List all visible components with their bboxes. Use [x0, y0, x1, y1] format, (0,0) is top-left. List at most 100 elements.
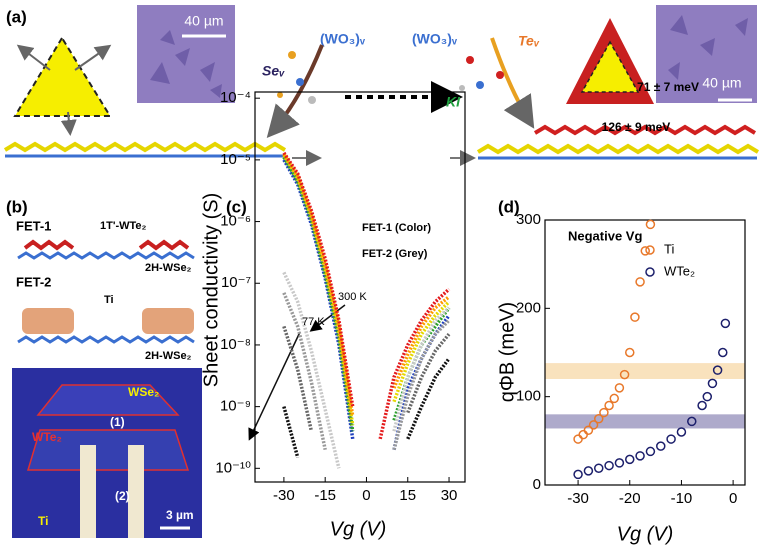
x-axis-label: Vg (V) [617, 523, 674, 545]
point [666, 434, 676, 444]
point [619, 369, 630, 380]
label: (WO₃)ᵥ [320, 31, 366, 47]
legend-marker [645, 245, 655, 255]
y-tick-label: 100 [516, 388, 541, 405]
point [573, 434, 583, 444]
x-tick-label: 15 [399, 487, 416, 504]
point [578, 429, 588, 440]
point [635, 277, 645, 287]
point [588, 420, 599, 430]
y-tick-label: 0 [533, 476, 541, 493]
band-label: 71 ± 7 meV [637, 80, 699, 94]
point [635, 451, 645, 461]
y-tick-label: 10⁻⁸ [220, 336, 251, 353]
point [583, 466, 594, 476]
plot-frame [254, 91, 466, 483]
panel-label: (a) [6, 7, 27, 26]
arrow [74, 44, 112, 71]
legend-marker [645, 267, 655, 277]
atom-chain [533, 124, 757, 136]
label: WSe₂ [128, 385, 159, 399]
point [625, 347, 635, 358]
series-line [282, 357, 451, 458]
x-tick-label: -15 [314, 487, 336, 504]
plot-frame [544, 219, 746, 486]
y-axis-label: Sheet conductivity (S) [200, 193, 222, 388]
point [687, 416, 697, 427]
label: (1) [110, 415, 125, 429]
micrograph [656, 5, 757, 103]
x-tick-label: -10 [671, 490, 693, 507]
annotation: FET-1 (Color) [362, 222, 431, 234]
point [599, 407, 609, 418]
series-line [282, 151, 451, 440]
label: 3 µm [166, 508, 194, 522]
label: 2H-WSe₂ [145, 262, 192, 274]
series-line [282, 325, 451, 432]
x-tick-label: 0 [362, 487, 370, 504]
y-tick-label: 10⁻⁴ [220, 89, 251, 106]
triangle [580, 40, 640, 93]
arrow [248, 331, 301, 441]
ti-contact [142, 308, 194, 334]
point [720, 318, 731, 329]
point [625, 454, 635, 465]
ti-contact [128, 445, 144, 538]
panel-label: (b) [6, 197, 28, 216]
point [630, 312, 640, 322]
annotation: 77 K [302, 316, 325, 328]
label: (2) [115, 489, 130, 503]
panel-label: (d) [498, 197, 520, 216]
point [614, 383, 625, 393]
panel-b: (b) FET-1 1T'-WTe₂ 2H-WSe₂ FET-2 Ti 2H-W… [6, 197, 202, 538]
label: 1T'-WTe₂ [100, 220, 147, 232]
y-tick-label: 10⁻⁹ [220, 398, 251, 415]
wse2-layer [17, 335, 195, 344]
point [702, 391, 713, 402]
series-line [282, 271, 451, 469]
y-tick-label: 200 [516, 299, 541, 316]
point [604, 400, 614, 411]
point [718, 347, 728, 358]
point [593, 463, 604, 473]
x-tick-label: 0 [729, 490, 737, 507]
wte2-layer [23, 239, 190, 251]
y-tick-label: 10⁻⁷ [221, 274, 251, 291]
arrow [16, 44, 51, 71]
molecules [277, 51, 316, 104]
point [604, 460, 614, 471]
molecules [459, 56, 504, 91]
wse2-layer [17, 251, 195, 260]
label: WTe₂ [32, 430, 62, 444]
curved-arrow [266, 44, 324, 139]
label: Teᵥ [518, 33, 540, 49]
label: 2H-WSe₂ [145, 350, 192, 362]
panel-a: (a) 40 µm Seᵥ (WO₃)ᵥ (WO₃)ᵥ Teᵥ KI 40 µm [3, 5, 760, 166]
band-label: 126 ± 9 meV [602, 120, 671, 134]
x-axis-label: Vg (V) [330, 518, 387, 540]
triangle [13, 36, 112, 117]
arrow [60, 111, 77, 136]
atom-chain [476, 143, 760, 155]
band [545, 363, 745, 379]
label: FET-1 [16, 218, 51, 233]
label: Seᵥ [262, 63, 285, 79]
point [712, 365, 723, 375]
point [676, 427, 687, 437]
flakes [150, 30, 222, 98]
ti-contact [22, 308, 74, 334]
point [697, 400, 707, 411]
label: (WO₃)ᵥ [412, 31, 458, 47]
chart-title: Negative Vg [568, 228, 642, 243]
legend-label: WTe₂ [664, 263, 695, 278]
flakes [668, 15, 748, 80]
x-tick-label: -30 [273, 487, 295, 504]
point [645, 446, 656, 457]
annotation: FET-2 (Grey) [362, 248, 428, 260]
point [645, 219, 656, 230]
point [707, 378, 718, 389]
label: Ti [104, 294, 114, 306]
y-axis-label: qΦB (meV) [496, 302, 518, 402]
curved-arrow [490, 37, 535, 129]
